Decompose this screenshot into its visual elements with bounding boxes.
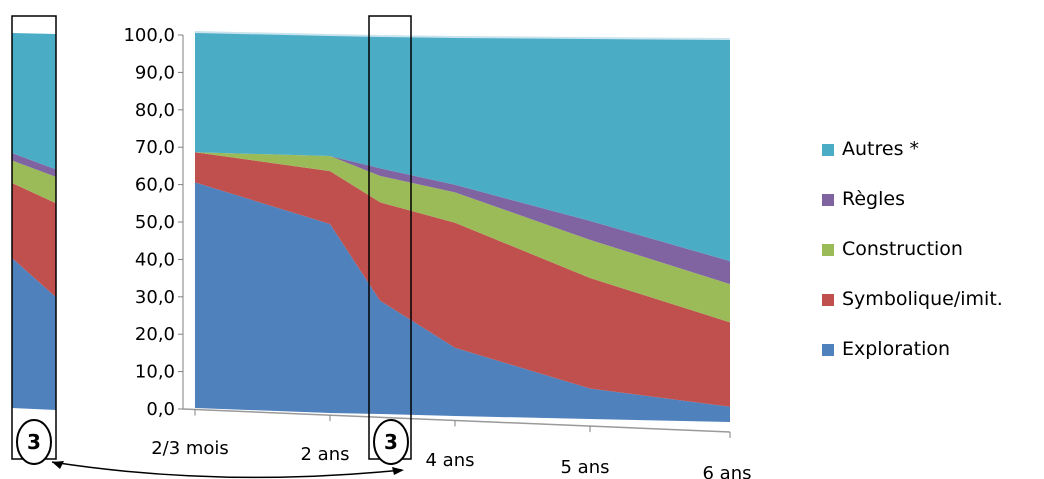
left-area-r-gles: [12, 153, 56, 177]
legend-label-autres: Autres *: [842, 138, 919, 160]
left-area-construction: [12, 160, 56, 204]
legend: Autres * Règles Construction Symbolique/imi…: [822, 138, 1003, 360]
y-tick-label: 10,0: [135, 362, 175, 383]
legend-label-exploration: Exploration: [842, 338, 950, 360]
left-area-exploration: [12, 258, 56, 410]
arrowhead-right: [392, 467, 404, 475]
y-tick-label: 60,0: [135, 175, 175, 196]
legend-swatch-symbolique-imit: [822, 294, 834, 306]
callout-number: 3: [384, 430, 398, 454]
arrowhead-left: [52, 461, 64, 469]
legend-label-construction: Construction: [842, 238, 963, 260]
area-exploration: [195, 182, 730, 422]
callout-circle-right: [373, 419, 409, 465]
callout-circle-left: [16, 419, 52, 465]
area-symbolique-imit: [195, 152, 730, 407]
y-tick-label: 50,0: [135, 212, 175, 233]
legend-label-symbolique-imit: Symbolique/imit.: [842, 288, 1003, 310]
y-tick-label: 40,0: [135, 249, 175, 270]
double-arrow-curve: [51, 461, 403, 479]
plot-area: [194, 31, 731, 422]
y-tick-label: 20,0: [135, 324, 175, 345]
legend-swatch-construction: [822, 244, 834, 256]
y-tick-label: 100,0: [123, 25, 175, 46]
left-area-autres: [12, 33, 56, 170]
y-axis: 0,0 10,0 20,0 30,0 40,0 50,0 60,0 70,0 80,0 90,0 1…: [123, 25, 184, 420]
x-tick-label: 6 ans: [703, 463, 752, 479]
y-tick-label: 90,0: [135, 62, 175, 83]
x-tick-label: 4 ans: [426, 450, 475, 471]
left-area-symbolique-imit: [12, 183, 56, 298]
left-cropped-chart-panel: [12, 33, 56, 410]
y-tick-label: 80,0: [135, 100, 175, 121]
y-tick-label: 30,0: [135, 287, 175, 308]
legend-swatch-exploration: [822, 344, 834, 356]
legend-label-r-gles: Règles: [842, 188, 905, 210]
x-tick-label: 2 ans: [301, 444, 350, 465]
y-tick-label: 70,0: [135, 137, 175, 158]
legend-swatch-r-gles: [822, 194, 834, 206]
x-axis: 2/3 mois 2 ans 4 ans 5 ans 6 ans: [151, 408, 752, 479]
area-autres: [195, 32, 730, 262]
y-tick-label: 0,0: [146, 399, 175, 420]
x-axis-line: [182, 408, 731, 433]
x-tick-label: 5 ans: [561, 457, 610, 478]
callout-number: 3: [27, 430, 41, 454]
area-construction: [195, 152, 730, 323]
plot-top-edge: [194, 31, 731, 40]
x-tick-label: 2/3 mois: [151, 438, 229, 459]
legend-swatch-autres: [822, 144, 834, 156]
